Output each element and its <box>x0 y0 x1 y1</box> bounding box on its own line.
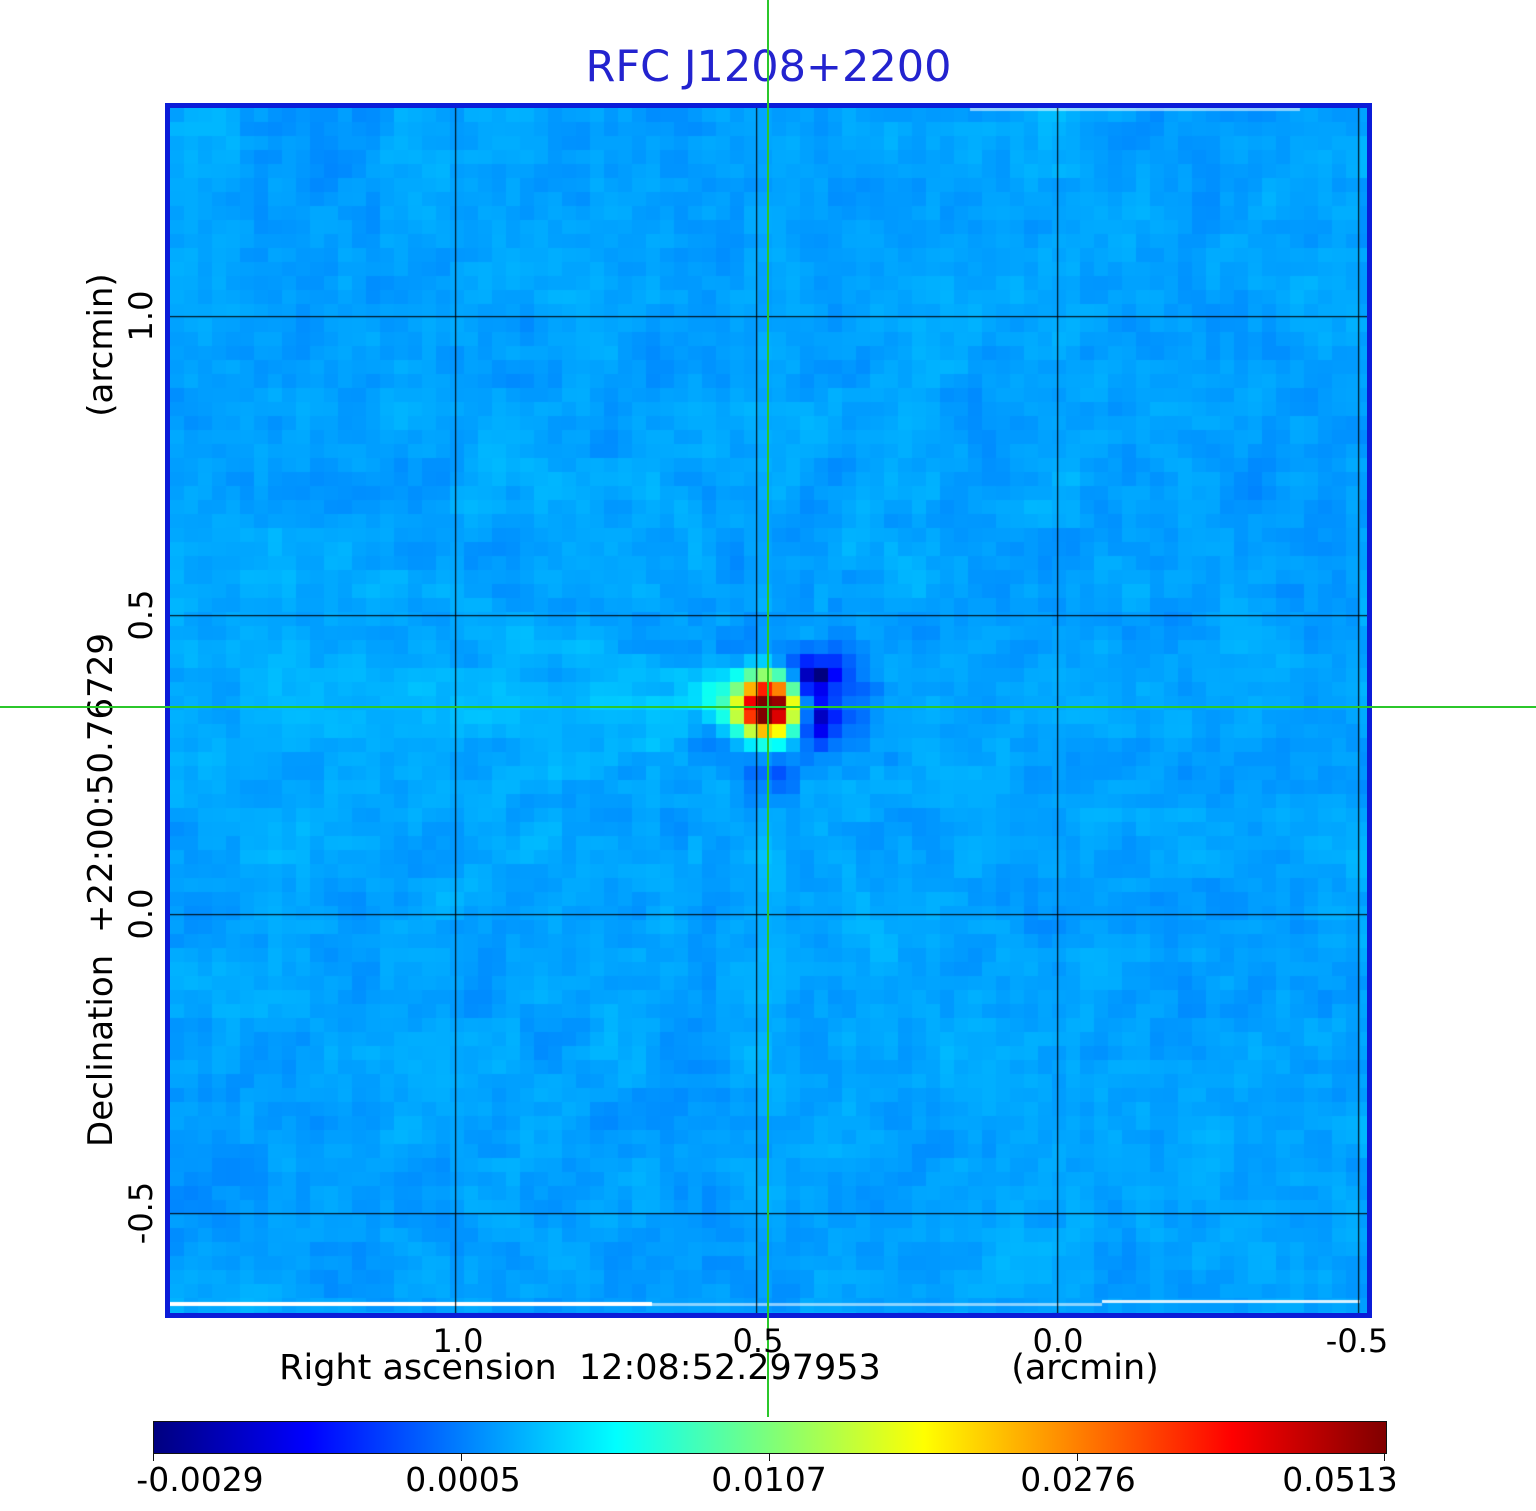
colorbar-tick <box>153 1454 154 1461</box>
colorbar-label-4: 0.0276 <box>1020 1460 1136 1499</box>
y-tick-label-0.0: 0.0 <box>122 888 160 940</box>
x-tick-label-0.5: 0.5 <box>732 1322 784 1360</box>
colorbar-label-max: 0.0513 <box>1282 1460 1398 1499</box>
radio-map-canvas <box>170 108 1367 1313</box>
colorbar-label-3: 0.0107 <box>711 1460 827 1499</box>
plot-area <box>165 103 1372 1318</box>
colorbar-gradient <box>153 1421 1387 1454</box>
x-axis-label: Right ascension 12:08:52.297953 <box>279 1348 881 1388</box>
y-tick-label-1.0: 1.0 <box>122 290 160 342</box>
colorbar-tick <box>461 1454 462 1461</box>
x-tick-label-1.0: 1.0 <box>432 1322 484 1360</box>
colorbar-label-2: 0.0005 <box>405 1460 521 1499</box>
page-title: RFC J1208+2200 <box>585 42 952 92</box>
x-tick-label--0.5: -0.5 <box>1325 1322 1389 1360</box>
x-axis-unit-label: (arcmin) <box>1011 1348 1159 1388</box>
colorbar-tick <box>1384 1454 1385 1461</box>
y-axis-label: Declination +22:00:50.76729 <box>81 633 121 1147</box>
y-tick-label-0.5: 0.5 <box>122 589 160 641</box>
y-axis-unit-label: (arcmin) <box>81 273 121 417</box>
colorbar-tick <box>769 1454 770 1461</box>
colorbar-tick <box>1077 1454 1078 1461</box>
y-tick-label--0.5: -0.5 <box>122 1181 160 1245</box>
colorbar-label-min: -0.0029 <box>136 1460 264 1499</box>
x-tick-label-0.0: 0.0 <box>1032 1322 1084 1360</box>
